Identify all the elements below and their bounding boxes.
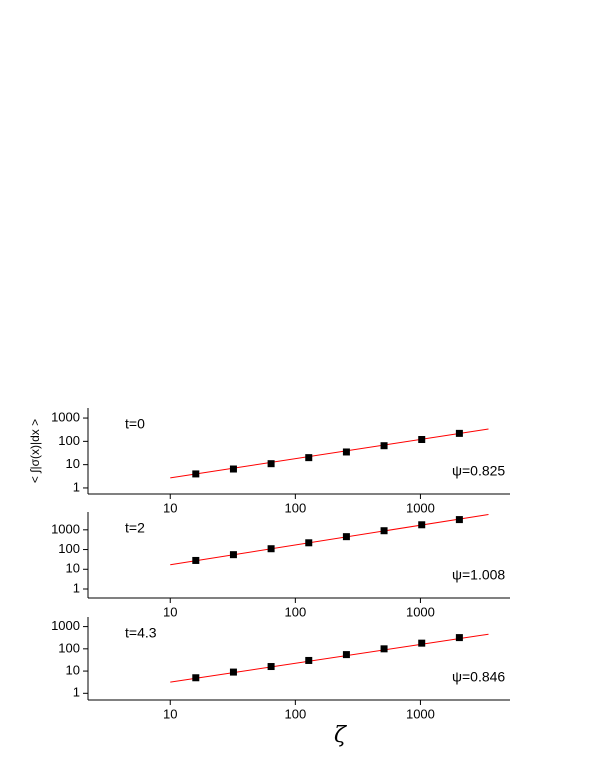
y-axis-label: < ∫|σ(x)|dx > bbox=[28, 419, 42, 483]
x-tick-label: 100 bbox=[284, 500, 306, 515]
y-tick-label: 1 bbox=[73, 685, 80, 700]
y-tick-label: 100 bbox=[58, 433, 80, 448]
fit-line bbox=[170, 428, 489, 479]
marker bbox=[455, 516, 463, 524]
annotation: ψ=1.008 bbox=[452, 567, 505, 583]
y-tick-label: 1000 bbox=[51, 618, 80, 633]
y-tick-label: 10 bbox=[66, 663, 80, 678]
marker bbox=[380, 527, 388, 535]
y-tick-label: 10 bbox=[66, 561, 80, 576]
marker bbox=[305, 656, 313, 664]
x-tick-label: 1000 bbox=[406, 500, 435, 515]
x-tick-label: 10 bbox=[163, 706, 177, 721]
y-tick-label: 1000 bbox=[51, 521, 80, 536]
fit-line bbox=[170, 633, 489, 683]
marker bbox=[342, 533, 350, 541]
marker bbox=[267, 663, 275, 671]
fit-line bbox=[170, 513, 489, 566]
y-tick-label: 1 bbox=[73, 580, 80, 595]
y-tick-label: 10 bbox=[66, 456, 80, 471]
x-tick-label: 10 bbox=[163, 500, 177, 515]
y-tick-label: 100 bbox=[58, 640, 80, 655]
x-tick-label: 1000 bbox=[406, 604, 435, 619]
marker bbox=[455, 634, 463, 642]
marker bbox=[342, 651, 350, 659]
marker bbox=[418, 521, 426, 529]
annotation: t=0 bbox=[125, 416, 145, 432]
marker bbox=[192, 556, 200, 564]
y-tick-label: 1000 bbox=[51, 409, 80, 424]
x-tick-label: 10 bbox=[163, 604, 177, 619]
marker bbox=[229, 551, 237, 559]
x-axis-label: ζ bbox=[334, 723, 348, 748]
marker bbox=[342, 448, 350, 456]
y-tick-label: 100 bbox=[58, 541, 80, 556]
x-tick-label: 100 bbox=[284, 706, 306, 721]
marker bbox=[192, 470, 200, 478]
x-tick-label: 100 bbox=[284, 604, 306, 619]
x-tick-label: 1000 bbox=[406, 706, 435, 721]
marker bbox=[229, 668, 237, 676]
marker bbox=[418, 436, 426, 444]
marker bbox=[267, 460, 275, 468]
annotation: t=4.3 bbox=[125, 625, 157, 641]
marker bbox=[305, 454, 313, 462]
marker bbox=[380, 442, 388, 450]
marker bbox=[267, 545, 275, 553]
annotation: ψ=0.846 bbox=[452, 669, 505, 685]
marker bbox=[192, 674, 200, 682]
marker bbox=[305, 539, 313, 547]
y-tick-label: 1 bbox=[73, 479, 80, 494]
marker bbox=[418, 639, 426, 647]
annotation: t=2 bbox=[125, 520, 145, 536]
marker bbox=[229, 465, 237, 473]
marker bbox=[455, 429, 463, 437]
annotation: ψ=0.825 bbox=[452, 463, 505, 479]
marker bbox=[380, 645, 388, 653]
